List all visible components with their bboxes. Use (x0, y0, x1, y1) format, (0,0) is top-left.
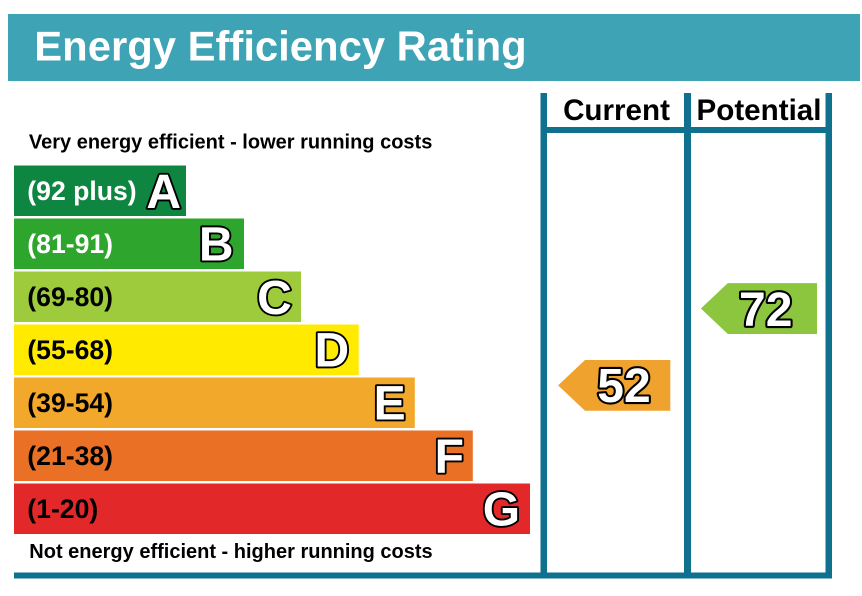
svg-text:C: C (257, 272, 292, 325)
svg-text:(92 plus): (92 plus) (27, 176, 136, 206)
svg-text:(81-91): (81-91) (27, 229, 113, 259)
svg-text:(1-20): (1-20) (27, 494, 98, 524)
svg-text:(55-68): (55-68) (27, 335, 113, 365)
svg-text:F: F (435, 430, 464, 483)
svg-text:(69-80): (69-80) (27, 282, 113, 312)
svg-text:Energy Efficiency Rating: Energy Efficiency Rating (34, 22, 526, 69)
svg-text:D: D (315, 324, 350, 377)
svg-text:52: 52 (597, 360, 650, 413)
svg-text:Current: Current (563, 94, 670, 127)
svg-text:(21-38): (21-38) (27, 441, 113, 471)
svg-text:72: 72 (739, 284, 792, 337)
svg-text:Not energy efficient - higher: Not energy efficient - higher running co… (29, 541, 432, 563)
svg-text:E: E (374, 377, 406, 430)
svg-text:Potential: Potential (697, 94, 822, 127)
svg-text:G: G (483, 484, 520, 537)
svg-text:(39-54): (39-54) (27, 388, 113, 418)
svg-text:Very energy efficient - lower: Very energy efficient - lower running co… (29, 132, 432, 154)
svg-text:A: A (146, 166, 181, 219)
svg-text:B: B (199, 218, 234, 271)
